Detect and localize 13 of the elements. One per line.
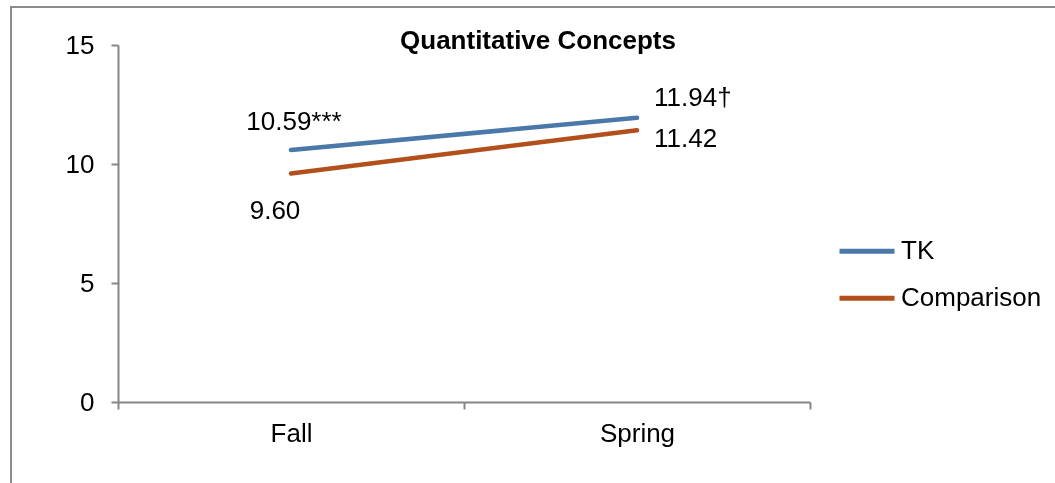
x-tick-label: Spring <box>599 417 676 448</box>
data-label: 11.42 <box>654 123 718 154</box>
chart-title: Quantitative Concepts <box>400 25 676 55</box>
data-label: 9.60 <box>249 194 301 225</box>
y-tick-label: 10 <box>65 148 95 179</box>
y-tick-label: 15 <box>65 29 95 60</box>
x-tick-label: Fall <box>270 417 313 448</box>
legend-label: Comparison <box>901 282 1042 313</box>
legend-label: TK <box>901 235 935 266</box>
data-label: 11.94† <box>654 81 732 112</box>
y-tick-label: 5 <box>80 267 95 298</box>
y-tick-label: 0 <box>80 386 95 417</box>
data-label: 10.59*** <box>246 105 342 136</box>
